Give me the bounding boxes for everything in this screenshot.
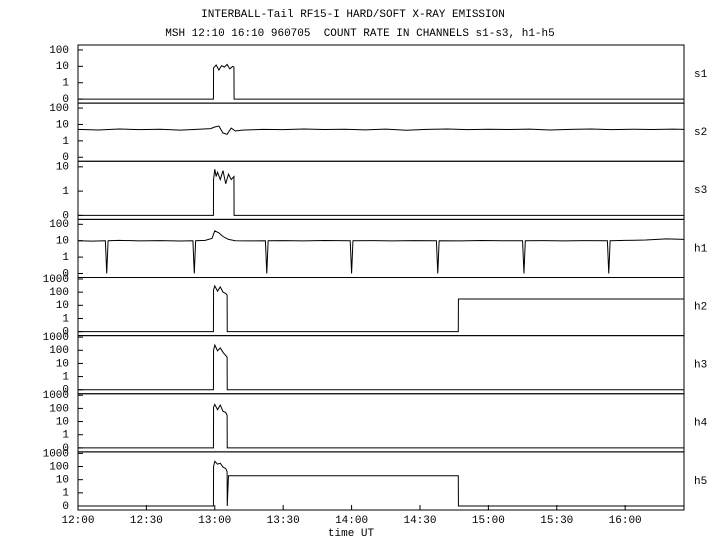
panel-label: h3: [694, 360, 707, 372]
x-tick-label: 12:00: [61, 515, 94, 527]
y-tick-label: 1: [62, 371, 69, 383]
panel-label: s1: [694, 69, 708, 81]
y-tick-label: 10: [56, 119, 69, 131]
y-tick-label: 0: [62, 210, 69, 222]
data-line: [77, 125, 685, 135]
chart-title: INTERBALL-Tail RF15-I HARD/SOFT X-RAY EM…: [201, 9, 505, 21]
y-tick-label: 0: [62, 327, 69, 339]
y-tick-label: 1000: [43, 332, 69, 344]
y-tick-label: 0: [62, 443, 69, 455]
y-tick-label: 0: [62, 94, 69, 106]
y-tick-label: 10: [56, 416, 69, 428]
panel-label: h1: [694, 243, 708, 255]
panel-label: h2: [694, 301, 707, 313]
x-tick-label: 13:00: [198, 515, 231, 527]
panel-label: h4: [694, 418, 708, 430]
y-tick-label: 0: [62, 268, 69, 280]
data-line: [78, 403, 684, 449]
x-tick-label: 13:30: [267, 515, 300, 527]
y-tick-label: 1: [62, 313, 69, 325]
y-tick-label: 100: [49, 103, 69, 115]
y-tick-label: 1000: [43, 390, 69, 402]
x-tick-label: 14:30: [403, 515, 436, 527]
y-tick-label: 10: [56, 358, 69, 370]
y-tick-label: 100: [49, 403, 69, 415]
data-line: [78, 343, 684, 391]
panel-label: s3: [694, 185, 707, 197]
data-line: [78, 63, 684, 100]
x-tick-label: 14:00: [335, 515, 368, 527]
y-tick-label: 10: [56, 162, 69, 174]
y-tick-label: 100: [49, 219, 69, 231]
y-tick-label: 1: [62, 186, 69, 198]
y-tick-label: 0: [62, 152, 69, 164]
data-line: [77, 230, 685, 274]
y-tick-label: 100: [49, 45, 69, 57]
panel-frame: [77, 451, 685, 511]
y-tick-label: 100: [49, 461, 69, 473]
y-tick-label: 10: [56, 236, 69, 248]
y-tick-label: 10: [56, 61, 69, 73]
y-tick-label: 1: [62, 252, 69, 264]
y-tick-label: 0: [62, 501, 69, 513]
data-line: [78, 460, 684, 507]
y-tick-label: 0: [62, 385, 69, 397]
y-tick-label: 10: [56, 475, 69, 487]
y-tick-label: 1: [62, 488, 69, 500]
x-axis-label: time UT: [328, 528, 375, 540]
y-tick-label: 1000: [43, 448, 69, 460]
chart-subtitle: MSH 12:10 16:10 960705 COUNT RATE IN CHA…: [165, 28, 554, 40]
y-tick-label: 1: [62, 78, 69, 90]
x-tick-label: 15:30: [540, 515, 573, 527]
x-tick-label: 12:30: [130, 515, 163, 527]
y-tick-label: 1000: [43, 274, 69, 286]
y-tick-label: 100: [49, 345, 69, 357]
panel-label: s2: [694, 127, 707, 139]
data-line: [78, 284, 684, 333]
y-tick-label: 10: [56, 300, 69, 312]
panel-label: h5: [694, 476, 707, 488]
x-tick-label: 15:00: [472, 515, 505, 527]
y-tick-label: 100: [49, 287, 69, 299]
y-tick-label: 1: [62, 430, 69, 442]
y-tick-label: 1: [62, 136, 69, 148]
x-tick-label: 16:00: [609, 515, 642, 527]
data-line: [78, 169, 684, 216]
